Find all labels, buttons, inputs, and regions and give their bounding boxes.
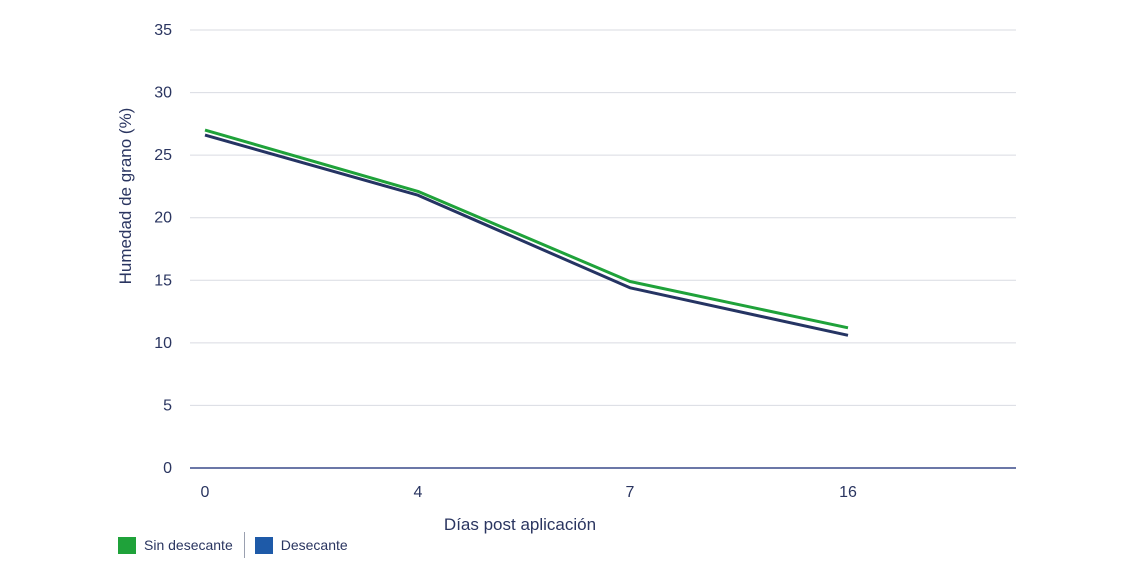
legend-swatch-sin-desecante — [118, 536, 136, 554]
legend-swatch-desecante — [254, 536, 273, 554]
y-tick-label: 10 — [154, 335, 172, 352]
series-lines — [204, 128, 849, 337]
y-tick-label: 35 — [154, 22, 172, 39]
y-axis-title: Humedad de grano (%) — [116, 108, 135, 285]
legend-divider — [243, 532, 245, 558]
x-axis-title: Días post aplicación — [444, 515, 596, 534]
x-tick-label: 7 — [626, 484, 635, 501]
x-tick-label: 16 — [839, 484, 857, 501]
y-tick-label: 30 — [154, 85, 172, 102]
y-axis-ticks: 0 5 10 15 20 25 30 35 — [154, 22, 172, 477]
gridlines — [190, 29, 1016, 406]
y-tick-label: 25 — [154, 147, 172, 164]
legend-label-desecante: Desecante — [280, 537, 348, 553]
y-tick-label: 0 — [163, 460, 172, 477]
y-tick-label: 20 — [154, 210, 172, 227]
x-tick-label: 0 — [201, 484, 210, 501]
series-line-desecante — [204, 133, 849, 337]
x-tick-label: 4 — [414, 484, 423, 501]
legend-label-sin-desecante: Sin desecante — [144, 537, 233, 553]
x-axis-ticks: 0 4 7 16 — [201, 484, 857, 501]
legend: Sin desecante Desecante — [118, 532, 348, 558]
legend-item-desecante[interactable]: Desecante — [254, 534, 348, 556]
series-line-sin-desecante — [204, 128, 849, 330]
legend-item-sin-desecante[interactable]: Sin desecante — [118, 534, 233, 556]
y-tick-label: 5 — [163, 397, 172, 414]
y-tick-label: 15 — [154, 272, 172, 289]
